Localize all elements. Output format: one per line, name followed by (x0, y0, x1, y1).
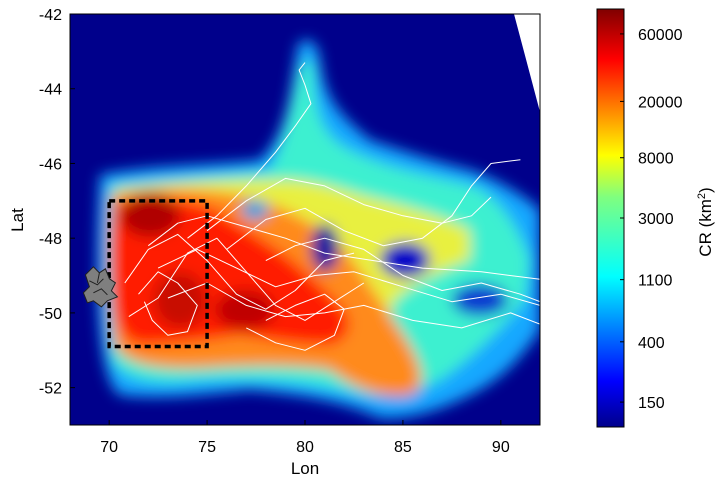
field-darkred-spot-2 (215, 290, 275, 330)
field-hole-2 (380, 242, 430, 278)
drifter-track (206, 177, 492, 232)
drifter-track (226, 159, 521, 250)
x-tick-label: 80 (296, 439, 314, 456)
colorbar-tick-label: 8000 (638, 151, 674, 168)
y-tick-label: -46 (39, 156, 62, 173)
y-tick-label: -42 (39, 7, 62, 24)
colorbar: 150 400 1100 3000 8000 20000 60000 CR (km2) (596, 8, 715, 428)
colorbar-tick-label: 1100 (638, 273, 673, 290)
colorbar-label-sup: 2 (696, 193, 708, 199)
y-axis: -42 -44 -46 -48 -50 -52 (39, 7, 75, 398)
no-data-corner (514, 14, 540, 112)
y-axis-label: Lat (8, 208, 27, 232)
field-hole-4 (241, 200, 269, 220)
y-tick-label: -44 (39, 82, 62, 99)
x-tick-label: 70 (100, 439, 118, 456)
field-hole-1 (311, 224, 339, 272)
drifter-track (124, 233, 355, 310)
kerguelen-island-icon (82, 266, 119, 308)
y-tick-label: -50 (39, 306, 62, 323)
colorbar-tick-label: 3000 (638, 211, 674, 228)
field-darkred-spot-3 (154, 272, 206, 328)
drifter-track (187, 62, 312, 239)
colorbar-label-end: ) (696, 187, 715, 193)
x-tick-label: 75 (198, 439, 216, 456)
field-darkred-spot-1 (120, 193, 180, 237)
drifter-track (128, 237, 365, 321)
drifter-track (265, 237, 540, 303)
study-box (107, 199, 209, 349)
y-tick-label: -52 (39, 381, 62, 398)
x-tick-label: 85 (394, 439, 412, 456)
plot-area (69, 13, 541, 426)
concentration-field (97, 40, 540, 419)
colorbar-label-text: CR (km (696, 199, 715, 257)
colorbar-tick-label: 400 (638, 335, 665, 352)
drifter-track (246, 293, 345, 351)
colorbar-gradient (596, 8, 625, 428)
drifter-tracks (124, 62, 540, 351)
colorbar-tick-label: 60000 (638, 27, 683, 44)
colorbar-label: CR (km2) (696, 187, 715, 256)
colorbar-ticks: 150 400 1100 3000 8000 20000 60000 (620, 27, 683, 412)
drifter-track (147, 215, 540, 280)
colorbar-tick-label: 150 (638, 395, 665, 412)
drifter-track (157, 248, 540, 306)
x-axis-label: Lon (291, 459, 319, 478)
drifter-track (138, 271, 198, 336)
colorbar-tick-label: 20000 (638, 94, 683, 111)
field-hole-3 (452, 284, 508, 316)
y-tick-label: -48 (39, 231, 62, 248)
x-axis: 70 75 80 85 90 (100, 420, 510, 456)
x-tick-label: 90 (492, 439, 510, 456)
